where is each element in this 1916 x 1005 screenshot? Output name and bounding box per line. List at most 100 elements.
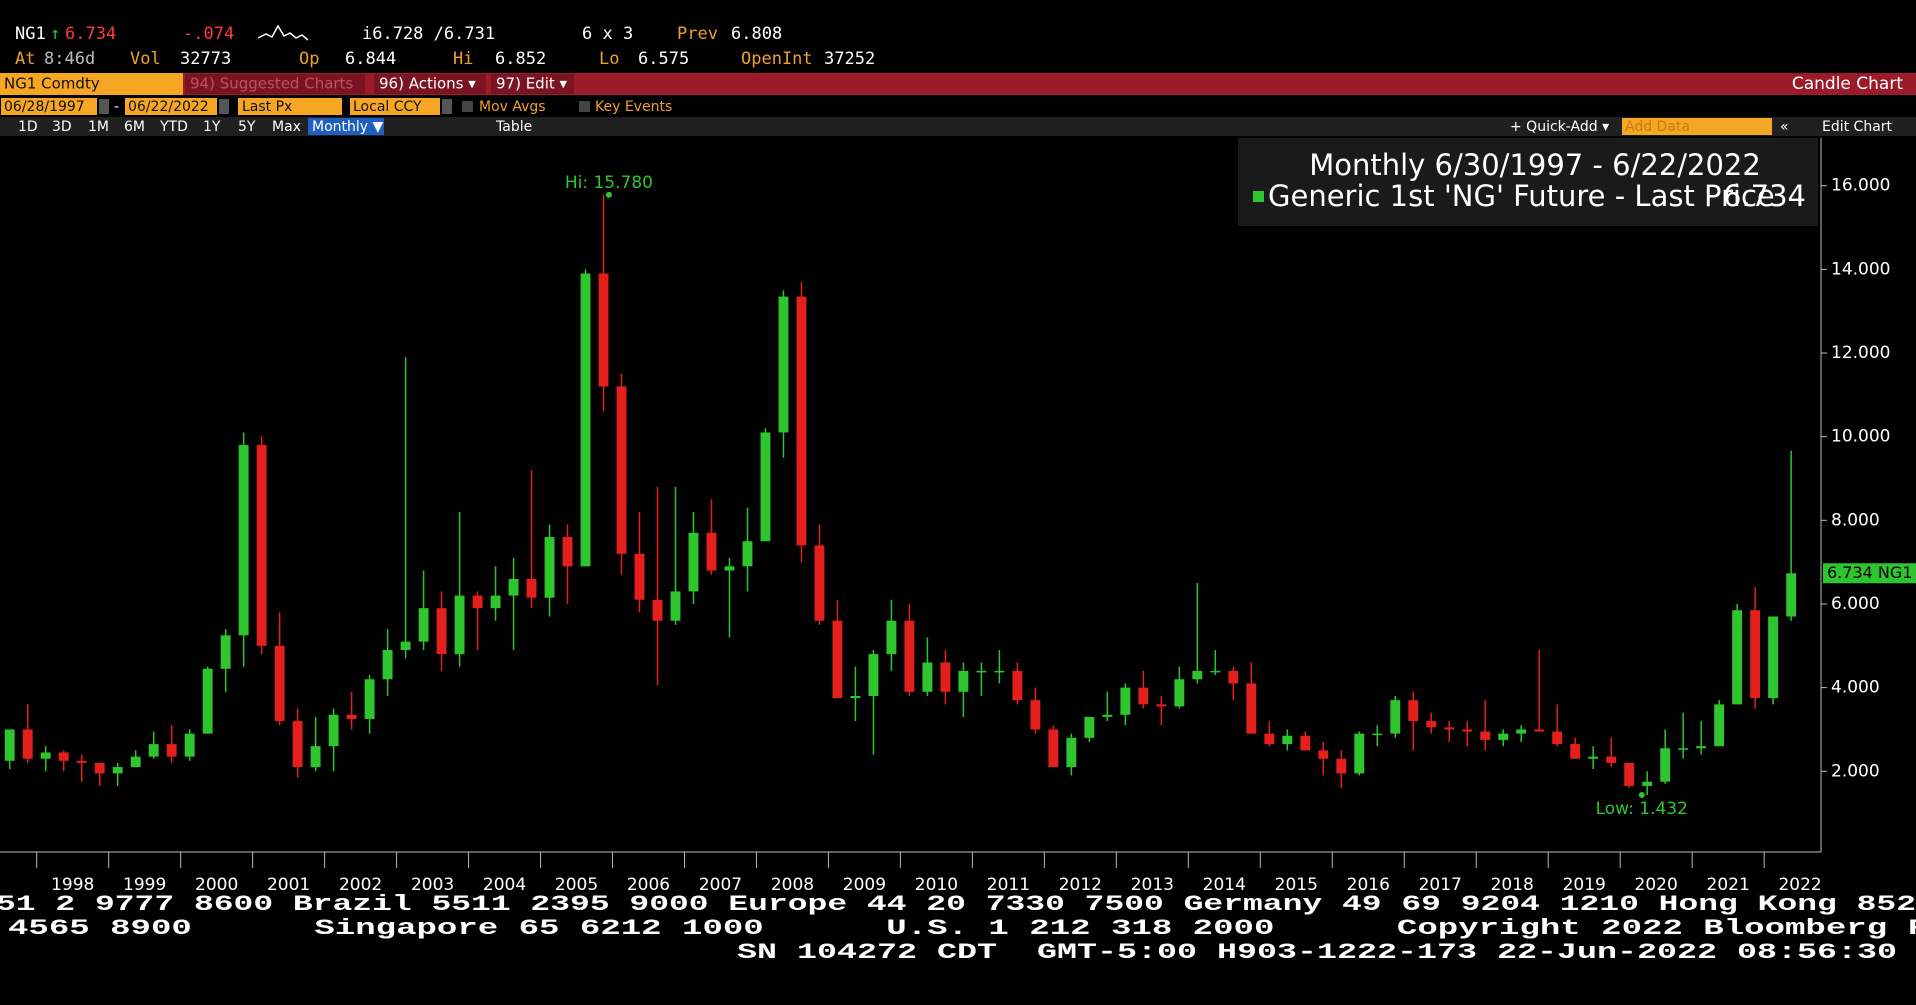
edit-button[interactable] [491, 74, 574, 94]
candle-body [1750, 610, 1761, 699]
candle-body [616, 386, 627, 554]
period-button[interactable]: 1D [18, 119, 38, 135]
quick-add: + Quick-Add ▾ [1510, 119, 1609, 135]
candle-body [328, 714, 339, 747]
candle-body [184, 733, 195, 757]
candle-body [256, 445, 267, 646]
actions-button[interactable] [374, 74, 486, 94]
start-date-field[interactable] [1, 98, 97, 115]
legend-title: Monthly 6/30/1997 - 6/22/2022 [1309, 148, 1761, 182]
checkbox[interactable] [579, 101, 590, 112]
currency-field[interactable] [350, 98, 440, 115]
candle-body [1624, 762, 1635, 786]
period-button[interactable]: 3D [52, 119, 72, 135]
change: -.074 [183, 24, 234, 44]
candle-body [1174, 679, 1185, 707]
y-tick-label: 14.000 [1831, 259, 1890, 279]
x-tick-label: 2012 [1059, 875, 1102, 895]
x-tick-label: 2021 [1707, 875, 1750, 895]
x-tick-label: 2006 [627, 875, 670, 895]
candle-body [94, 762, 105, 774]
prev-label: Prev [677, 24, 718, 44]
candle-body [490, 595, 501, 609]
quote-header: NG1 ↑ 6.734 -.074 i6.728 /6.731 6 x 3 Pr… [15, 24, 875, 69]
candle-body [148, 744, 159, 757]
candle-body [238, 445, 249, 636]
candle-body [1354, 733, 1365, 774]
suggested-button[interactable] [185, 74, 365, 94]
candle-body [1228, 670, 1239, 684]
candle-body [508, 578, 519, 596]
annotation-point [1638, 792, 1645, 799]
period-button[interactable]: 5Y [238, 119, 256, 135]
mov-avgs: Mov Avgs [479, 99, 546, 115]
add-data: Add Data [1625, 119, 1690, 135]
candle-body [832, 620, 843, 699]
end-date-field[interactable] [125, 98, 217, 115]
annotation-label: Hi: 15.780 [565, 173, 653, 193]
suggested: 94) Suggested Charts [190, 75, 353, 93]
period-button[interactable]: 1Y [203, 119, 221, 135]
period-button[interactable]: Max [272, 119, 301, 135]
vol: 32773 [180, 49, 231, 69]
candle-body [364, 679, 375, 719]
candle-body [1246, 683, 1257, 734]
frequency-button[interactable] [308, 118, 384, 135]
candle-body [292, 721, 303, 768]
x-tick-label: 2007 [699, 875, 742, 895]
end-date: 06/22/2022 [128, 99, 209, 115]
sparkline-icon [257, 24, 309, 41]
candle-body [1696, 746, 1707, 749]
checkbox[interactable] [462, 101, 473, 112]
candle-body [4, 729, 15, 761]
candle-body [1282, 735, 1293, 745]
frequency: Monthly ▼ [312, 119, 384, 135]
x-tick-label: 2004 [483, 875, 526, 895]
dropdown[interactable] [442, 99, 452, 114]
period-button[interactable]: YTD [159, 119, 188, 135]
currency: Local CCY [353, 99, 422, 115]
candle-body [814, 545, 825, 621]
candle-body [1498, 733, 1509, 740]
x-tick-label: 2003 [411, 875, 454, 895]
candle-body [940, 662, 951, 692]
x-tick-label: 2018 [1491, 875, 1534, 895]
x-tick-label: 2010 [915, 875, 958, 895]
lo: 6.575 [638, 49, 689, 69]
candle-body [1732, 610, 1743, 705]
last-price-tag [1823, 563, 1916, 584]
field-field[interactable] [238, 98, 342, 115]
open: 6.844 [345, 49, 396, 69]
candle-body [544, 537, 555, 598]
oi: 37252 [824, 49, 875, 69]
calendar-icon[interactable] [99, 99, 109, 114]
prev: 6.808 [731, 24, 782, 44]
period-button[interactable]: 6M [124, 119, 145, 135]
candle-body [310, 746, 321, 768]
candle-body [922, 662, 933, 692]
candle-body [724, 566, 735, 571]
candle-body [1156, 704, 1167, 707]
candle-body [850, 695, 861, 699]
bid-ask: i6.728 /6.731 [362, 24, 495, 44]
x-tick-label: 2017 [1419, 875, 1462, 895]
time: 8:46d [44, 49, 95, 69]
candle-body [796, 296, 807, 546]
candle-body [166, 744, 177, 757]
last-price-label: 6.734 NG1 [1827, 563, 1912, 582]
candle-body [1390, 700, 1401, 734]
time-label: At [15, 49, 35, 69]
candle-body [1210, 670, 1221, 673]
candle-body [1066, 737, 1077, 768]
candle-body [1714, 704, 1725, 747]
footer-line: SN 104272 CDT GMT-5:00 H903-1222-173 22-… [737, 940, 1897, 965]
security-field[interactable] [0, 73, 183, 95]
add-data-field[interactable] [1622, 118, 1772, 135]
calendar-icon[interactable] [219, 99, 229, 114]
period-button[interactable]: 1M [88, 119, 109, 135]
y-tick-label: 12.000 [1831, 343, 1890, 363]
hi: 6.852 [495, 49, 546, 69]
candle-body [58, 752, 69, 761]
